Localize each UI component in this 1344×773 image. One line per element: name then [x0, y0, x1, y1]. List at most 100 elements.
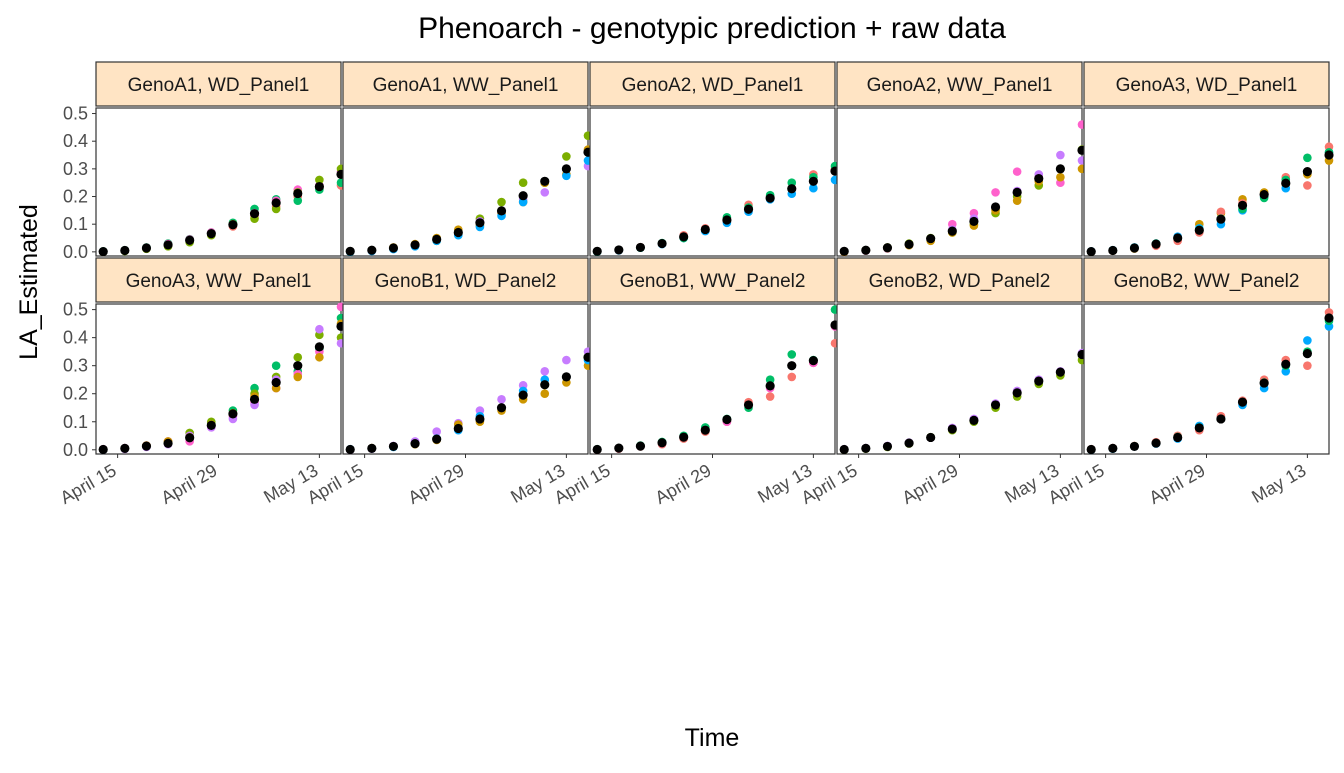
raw-data-point	[1303, 181, 1312, 190]
prediction-point	[163, 438, 173, 448]
prediction-point	[765, 381, 775, 391]
facet-strip-label: GenoA1, WW_Panel1	[373, 75, 559, 96]
plot-panel	[95, 303, 342, 455]
facet-strip-label: GenoA3, WW_Panel1	[126, 271, 312, 292]
raw-data-point	[1012, 167, 1022, 176]
x-tick-label: April 29	[405, 460, 468, 508]
prediction-point	[293, 188, 303, 199]
facet-strip-label: GenoB1, WD_Panel2	[375, 271, 557, 292]
raw-data-point	[518, 197, 528, 207]
prediction-point	[808, 176, 818, 186]
prediction-point	[1302, 349, 1312, 359]
facet-strip-label: GenoB2, WW_Panel2	[1114, 271, 1300, 292]
prediction-point	[990, 202, 1001, 212]
y-tick-label: 0.5	[63, 300, 88, 320]
facet-strip-label: GenoA2, WW_Panel1	[867, 75, 1053, 96]
prediction-point	[1012, 388, 1022, 398]
x-axis-label: Time	[685, 724, 740, 752]
x-tick-label: April 15	[57, 460, 120, 508]
facet-panel: GenoA2, WW_Panel1	[836, 61, 1087, 257]
facet-strip	[95, 257, 342, 303]
prediction-point	[990, 400, 1001, 410]
prediction-point	[969, 216, 979, 227]
y-tick-label: 0.2	[63, 187, 88, 207]
prediction-point	[206, 228, 216, 239]
raw-data-point	[293, 352, 303, 362]
prediction-point	[787, 184, 797, 194]
prediction-point	[1194, 225, 1204, 235]
prediction-point	[614, 245, 624, 255]
prediction-point	[1173, 233, 1183, 243]
prediction-point	[249, 394, 260, 404]
y-tick-label: 0.2	[63, 384, 88, 404]
raw-data-point	[293, 372, 303, 382]
y-tick-label: 0.4	[63, 328, 88, 348]
prediction-point	[743, 204, 754, 214]
raw-data-point	[787, 350, 797, 359]
prediction-point	[1108, 245, 1118, 256]
facet-strip	[95, 61, 342, 107]
prediction-point	[700, 224, 710, 235]
prediction-point	[314, 342, 324, 352]
x-tick-label: May 13	[1248, 460, 1309, 507]
prediction-point	[293, 361, 303, 371]
plot-panel	[342, 107, 589, 257]
raw-data-point	[1303, 336, 1312, 345]
raw-data-point	[787, 372, 797, 382]
prediction-point	[561, 372, 571, 382]
facet-strip-label: GenoB1, WW_Panel2	[620, 271, 806, 292]
raw-data-point	[315, 352, 324, 362]
prediction-point	[1055, 367, 1065, 377]
prediction-point	[1086, 444, 1096, 455]
prediction-point	[787, 361, 797, 371]
prediction-point	[1055, 164, 1065, 174]
prediction-point	[98, 444, 108, 455]
prediction-point	[882, 441, 893, 452]
prediction-point	[228, 409, 238, 419]
prediction-point	[1129, 243, 1140, 253]
raw-data-point	[293, 196, 303, 205]
prediction-point	[1281, 359, 1291, 369]
facet-strip	[342, 61, 589, 107]
prediction-point	[1034, 376, 1044, 386]
prediction-point	[120, 245, 130, 256]
plot-panel	[589, 107, 836, 257]
y-tick-label: 0.1	[63, 412, 88, 432]
plot-panel	[589, 303, 836, 455]
facet-panels: GenoA1, WD_Panel10.00.10.20.30.40.5GenoA…	[57, 61, 1334, 508]
prediction-point	[700, 425, 710, 435]
y-tick-label: 0.0	[63, 242, 88, 262]
raw-data-point	[497, 197, 506, 207]
facet-strip	[1083, 61, 1330, 107]
facet-panel: GenoA1, WD_Panel1 0.0 0.1 0.2 0.3 0.4 0.5	[63, 61, 346, 262]
prediction-point	[453, 227, 463, 238]
raw-data-point	[1303, 153, 1312, 163]
raw-data-point	[765, 392, 775, 401]
prediction-point	[1259, 189, 1269, 200]
prediction-point	[345, 444, 355, 455]
chart-title: Phenoarch - genotypic prediction + raw d…	[418, 12, 1006, 45]
raw-data-point	[1056, 172, 1065, 182]
y-axis-label: LA_Estimated	[15, 204, 43, 360]
prediction-point	[206, 420, 216, 431]
facet-strip	[589, 257, 836, 303]
raw-data-point	[562, 152, 571, 161]
prediction-point	[765, 193, 775, 203]
facet-strip-label: GenoA3, WD_Panel1	[1116, 75, 1298, 96]
prediction-point	[657, 438, 667, 448]
prediction-point	[345, 246, 355, 256]
prediction-point	[271, 198, 281, 208]
raw-data-point	[1216, 207, 1226, 217]
prediction-point	[228, 220, 238, 230]
prediction-point	[496, 206, 507, 216]
prediction-point	[249, 209, 260, 219]
prediction-point	[679, 232, 689, 242]
facet-strip-label: GenoA1, WD_Panel1	[128, 75, 310, 96]
prediction-point	[1237, 200, 1248, 210]
prediction-point	[141, 441, 152, 451]
raw-data-point	[540, 366, 550, 376]
prediction-point	[367, 443, 377, 453]
